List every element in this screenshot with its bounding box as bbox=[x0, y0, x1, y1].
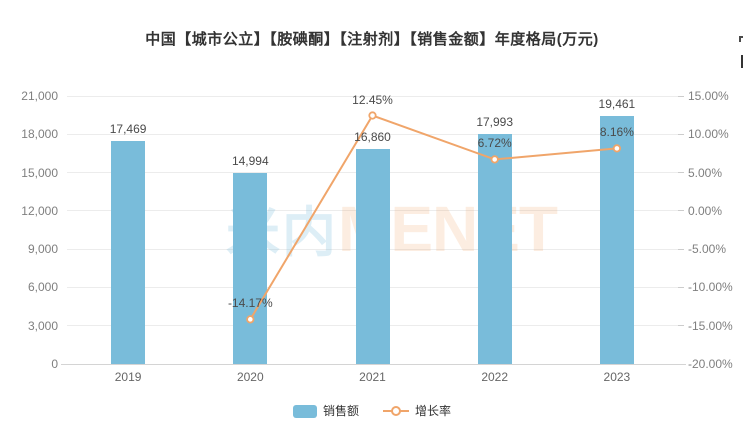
growth-value-label: 6.72% bbox=[477, 136, 512, 151]
left-axis-tick-label: 0 bbox=[51, 357, 58, 371]
clipped-glyph-fragment-top bbox=[739, 36, 743, 38]
right-axis-tick-mark bbox=[678, 95, 684, 97]
line-point-2023[interactable] bbox=[612, 144, 622, 153]
bar-value-label: 19,461 bbox=[598, 96, 636, 111]
line-point-2021[interactable] bbox=[368, 111, 377, 120]
gridline bbox=[67, 133, 678, 135]
growth-value-label: -14.17% bbox=[227, 296, 273, 311]
growth-value-label: 12.45% bbox=[352, 92, 393, 107]
left-axis-tick-label: 15,000 bbox=[21, 165, 58, 180]
x-axis-label-2019: 2019 bbox=[114, 370, 142, 384]
chart-title: 中国【城市公立】【胺碘酮】【注射剂】【销售金额】年度格局(万元) bbox=[145, 31, 599, 48]
gridline bbox=[67, 95, 678, 97]
bar-2021[interactable] bbox=[355, 148, 390, 364]
growth-line-path bbox=[249, 114, 617, 320]
right-axis-tick-label: 5.00% bbox=[688, 165, 723, 180]
right-axis-tick-label: 0.00% bbox=[688, 203, 723, 218]
right-axis-tick-mark bbox=[678, 172, 684, 174]
legend-circle-glyph bbox=[391, 406, 401, 416]
bar-value-label: 17,993 bbox=[476, 115, 514, 130]
right-axis-tick-mark bbox=[678, 248, 684, 250]
legend: 销售额 增长率 bbox=[0, 404, 744, 418]
bar-2023[interactable] bbox=[599, 115, 634, 364]
bar-value-label: 14,994 bbox=[231, 153, 269, 168]
bar-2022[interactable] bbox=[477, 134, 512, 364]
right-axis-tick-label: -5.00% bbox=[688, 242, 727, 257]
left-axis-tick-label: 12,000 bbox=[21, 203, 58, 218]
legend-item-growth[interactable]: 增长率 bbox=[383, 404, 451, 418]
left-axis-tick-label: 6,000 bbox=[27, 280, 58, 295]
bar-2019[interactable] bbox=[111, 141, 146, 364]
right-axis-tick-label: 15.00% bbox=[688, 89, 729, 103]
line-series-swatch bbox=[383, 406, 409, 416]
legend-label-growth: 增长率 bbox=[415, 404, 452, 418]
right-axis-tick-label: -10.00% bbox=[688, 280, 733, 295]
right-axis-tick-mark bbox=[678, 133, 684, 135]
bar-series-swatch bbox=[292, 404, 317, 418]
clipped-glyph-fragment-bar bbox=[741, 55, 743, 68]
bar-2020[interactable] bbox=[233, 172, 268, 364]
line-point-2020[interactable] bbox=[246, 315, 255, 324]
right-axis-tick-mark bbox=[678, 210, 684, 212]
right-axis-tick-label: 10.00% bbox=[688, 127, 729, 142]
line-point-2022[interactable] bbox=[490, 155, 499, 164]
right-axis-tick-mark bbox=[678, 286, 684, 288]
left-axis-tick-label: 9,000 bbox=[27, 242, 58, 257]
bar-value-label: 17,469 bbox=[109, 122, 147, 137]
legend-item-sales[interactable]: 销售额 bbox=[292, 404, 359, 418]
right-axis-tick-label: -20.00% bbox=[688, 357, 733, 371]
x-axis-label-2021: 2021 bbox=[359, 370, 386, 384]
left-axis-tick-label: 21,000 bbox=[21, 89, 58, 103]
x-axis-line bbox=[61, 364, 686, 365]
right-axis-tick-mark bbox=[678, 325, 684, 327]
x-axis-label-2023: 2023 bbox=[603, 370, 631, 384]
growth-value-label: 8.16% bbox=[599, 125, 634, 140]
legend-label-sales: 销售额 bbox=[322, 404, 359, 418]
x-axis-label-2022: 2022 bbox=[481, 370, 509, 384]
clipped-glyph-fragment-top2 bbox=[739, 38, 741, 42]
bar-value-label: 16,860 bbox=[354, 129, 391, 144]
right-axis-tick-label: -15.00% bbox=[688, 318, 733, 333]
x-axis-label-2020: 2020 bbox=[236, 370, 264, 384]
left-axis-tick-label: 18,000 bbox=[21, 127, 58, 142]
left-axis-tick-label: 3,000 bbox=[27, 318, 58, 333]
